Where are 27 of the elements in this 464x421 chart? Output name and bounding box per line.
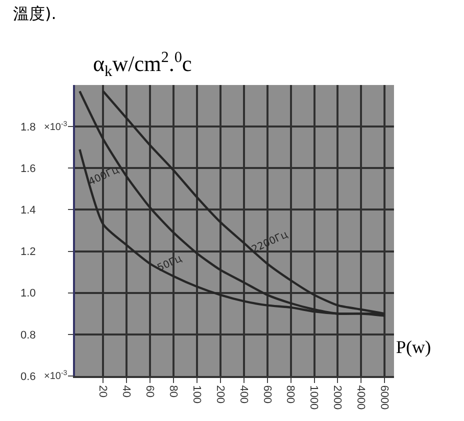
- text: 溫度).: [13, 4, 56, 23]
- text: 50Гц: [156, 253, 184, 274]
- x-tick-label: 200: [214, 385, 226, 404]
- x-tick-label: 40: [120, 385, 132, 398]
- y-tick-label: 1.2: [20, 246, 36, 258]
- x-tick-label: 60: [143, 385, 156, 398]
- x-tick-label: 2000: [331, 385, 344, 410]
- y-tick-label: 1.0: [20, 288, 36, 300]
- x-tick-label: 4000: [354, 385, 367, 410]
- y-tick-label: 0.6: [20, 370, 36, 383]
- y-tick-label: 1.4: [20, 204, 36, 217]
- y-tick-label: 0.8: [20, 329, 36, 342]
- text: ×10$^{-3}$: [44, 370, 68, 382]
- text: ×10$^{-3}$: [44, 121, 68, 134]
- y-axis-title: α$_{k}$w/cm$^{2}$.$^{0}$c: [93, 49, 192, 80]
- x-tick-label: 6000: [378, 385, 390, 410]
- x-tick-label: 600: [260, 385, 273, 404]
- x-axis-title: P(w): [396, 337, 432, 357]
- text: 400Гц: [87, 164, 121, 188]
- x-tick-label: 400: [237, 385, 250, 404]
- x-tick-label: 1000: [308, 385, 320, 410]
- x-tick-label: 800: [284, 385, 296, 404]
- y-tick-label: 1.8: [20, 121, 36, 134]
- x-tick-label: 80: [166, 385, 179, 398]
- x-tick-label: 20: [96, 385, 109, 398]
- y-tick-label: 1.6: [20, 162, 36, 175]
- x-tick-label: 100: [190, 385, 202, 404]
